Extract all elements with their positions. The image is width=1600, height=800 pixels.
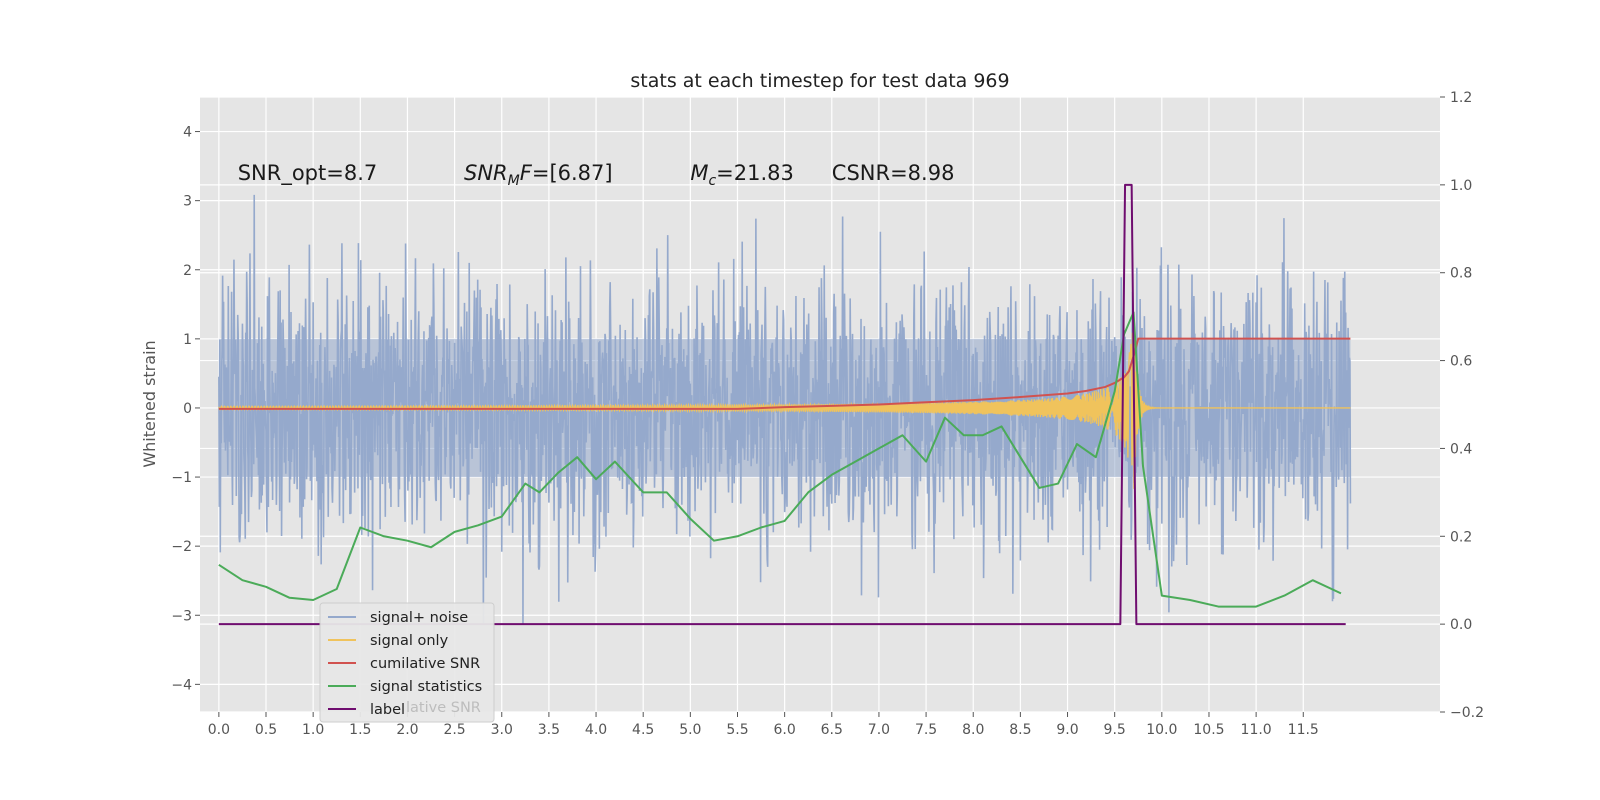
y-tick-label: 4	[183, 125, 192, 141]
legend-entry: signal+ noise	[370, 610, 468, 626]
annotations: SNR_opt=8.7 SNRMF=[6.87] Mc=21.83 CSNR=8.98	[238, 161, 955, 189]
y-tick-label: 2	[183, 263, 192, 279]
x-tick-label: 7.0	[868, 722, 890, 738]
y2-axis: 1.2 1.0 0.8 0.6 0.4 0.2 0.0 −0.2	[1440, 90, 1484, 721]
series-line-5	[218, 183, 1346, 626]
y2-tick-label: 1.0	[1450, 178, 1472, 194]
x-tick-label: 0.5	[255, 722, 277, 738]
x-tick-label: 5.0	[679, 722, 701, 738]
x-tick-label: 8.5	[1009, 722, 1031, 738]
annotation-3: Mc=21.83	[690, 161, 794, 189]
y2-tick-label: 0.6	[1450, 354, 1472, 370]
x-tick-label: 9.0	[1056, 722, 1078, 738]
y-tick-label: 1	[183, 332, 192, 348]
x-tick-label: 9.5	[1104, 722, 1126, 738]
legend-entry: label	[370, 702, 405, 718]
y2-tick-label: 0.2	[1450, 529, 1472, 545]
y-tick-label: 3	[183, 194, 192, 210]
legend-entry: signal statistics	[370, 679, 482, 695]
y2-tick-label: 0.4	[1450, 441, 1472, 457]
annotation-2: SNRMF=[6.87]	[464, 161, 613, 189]
y-tick-label: −4	[171, 677, 192, 693]
chart-title: stats at each timestep for test data 969	[630, 70, 1009, 92]
x-tick-label: 4.0	[585, 722, 607, 738]
x-tick-label: 3.5	[538, 722, 560, 738]
y-axis: 4 3 2 1 0 −1 −2 −3 −4	[171, 125, 200, 693]
x-tick-label: 7.5	[915, 722, 937, 738]
x-tick-label: 10.5	[1193, 722, 1224, 738]
y2-tick-label: 0.8	[1450, 266, 1472, 282]
x-tick-label: 5.5	[726, 722, 748, 738]
x-tick-label: 2.5	[443, 722, 465, 738]
signal-only-line	[218, 332, 1351, 489]
y2-tick-label: 0.0	[1450, 617, 1472, 633]
y-tick-label: −1	[171, 470, 192, 486]
series-signal-only	[218, 332, 1351, 489]
y-tick-label: −2	[171, 539, 192, 555]
legend: lative SNR signal+ noise signal only cumila…	[319, 602, 495, 723]
x-tick-label: 6.5	[821, 722, 843, 738]
x-axis: 0.0 0.5 1.0 1.5 2.0 2.5 3.0 3.5 4.0 4.5 5.0 5.5 6.0 6…	[208, 712, 1319, 738]
x-tick-label: 3.0	[491, 722, 513, 738]
y2-tick-label: 1.2	[1450, 90, 1472, 106]
annotation-1: SNR_opt=8.7	[238, 161, 378, 186]
x-tick-label: 2.0	[396, 722, 418, 738]
y2-tick-label: −0.2	[1450, 705, 1484, 721]
series-lines	[218, 183, 1351, 626]
x-tick-label: 10.0	[1146, 722, 1177, 738]
legend-box	[319, 602, 495, 723]
x-tick-label: 8.0	[962, 722, 984, 738]
x-tick-label: 6.0	[774, 722, 796, 738]
x-tick-label: 0.0	[208, 722, 230, 738]
series-line-4	[218, 311, 1342, 608]
y-tick-label: 0	[183, 401, 192, 417]
x-tick-label: 11.5	[1288, 722, 1319, 738]
legend-entry: cumilative SNR	[370, 656, 480, 672]
x-tick-label: 1.5	[349, 722, 371, 738]
x-tick-label: 11.0	[1241, 722, 1272, 738]
legend-entry: signal only	[370, 633, 449, 649]
annotation-4: CSNR=8.98	[832, 161, 955, 185]
x-tick-label: 1.0	[302, 722, 324, 738]
y-tick-label: −3	[171, 608, 192, 624]
legend-ghost-text: lative SNR	[406, 700, 481, 716]
y-axis-label: Whitened strain	[140, 340, 159, 467]
x-tick-label: 4.5	[632, 722, 654, 738]
